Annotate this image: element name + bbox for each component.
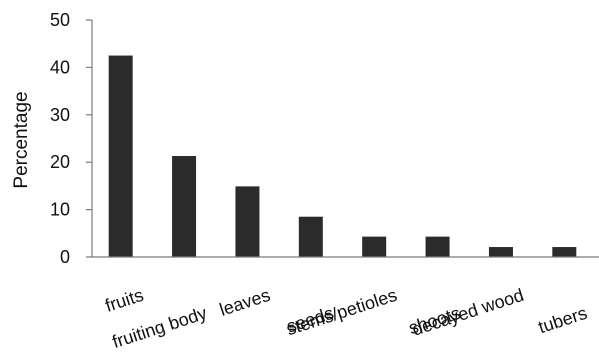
x-category-label: fruits (103, 285, 146, 316)
y-axis-label: Percentage (11, 91, 32, 188)
y-tick-label: 20 (50, 152, 70, 172)
x-category-label: tubers (536, 303, 590, 337)
bar (108, 55, 133, 257)
y-tick-label: 30 (50, 105, 70, 125)
y-tick-label: 50 (50, 10, 70, 30)
bar (172, 156, 197, 257)
x-category-label: leaves (217, 285, 273, 320)
bar (362, 236, 387, 257)
bar (425, 236, 450, 257)
bar (552, 247, 577, 257)
y-tick-label: 40 (50, 57, 70, 77)
bar (298, 216, 323, 257)
bar (488, 247, 513, 257)
y-tick-label: 10 (50, 200, 70, 220)
y-tick-label: 0 (60, 247, 70, 267)
bar (235, 186, 260, 257)
y-axis: 0 10 20 30 40 50 (50, 10, 93, 267)
bars (108, 55, 577, 257)
